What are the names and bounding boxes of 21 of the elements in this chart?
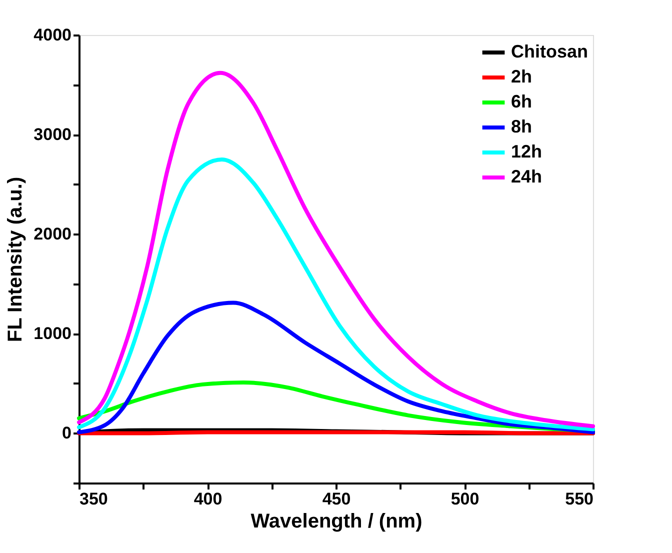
legend-label: 12h — [511, 142, 542, 162]
x-tick-label: 550 — [565, 490, 594, 508]
x-tick-label: 350 — [80, 490, 108, 508]
x-tick-label: 450 — [322, 490, 351, 508]
legend-label: Chitosan — [511, 42, 588, 62]
y-tick-label: 3000 — [34, 125, 72, 144]
legend-label: 2h — [511, 66, 532, 86]
y-tick-label: 4000 — [34, 26, 72, 44]
y-tick-label: 1000 — [34, 324, 72, 344]
y-tick-label: 2000 — [34, 224, 72, 244]
line-series — [77, 70, 595, 428]
legend-label: 24h — [511, 166, 542, 186]
legend-label: 8h — [511, 116, 532, 136]
legend-label: 6h — [511, 92, 532, 112]
line-series — [77, 157, 595, 432]
x-tick-label: 500 — [450, 490, 480, 508]
y-tick-label: 0 — [62, 424, 72, 443]
x-axis-title: Wavelength / (nm) — [250, 510, 422, 532]
y-axis-title: FL Intensity (a.u.) — [4, 176, 27, 342]
line-series — [77, 300, 595, 434]
x-tick-label: 400 — [194, 490, 222, 508]
